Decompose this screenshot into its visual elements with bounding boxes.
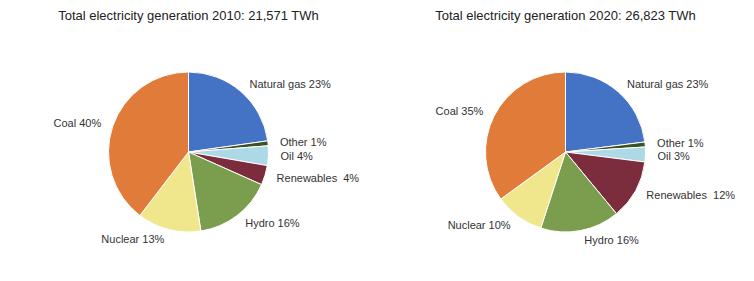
slice-label: Oil 4% bbox=[280, 150, 313, 162]
slice-label: Nuclear 10% bbox=[448, 219, 511, 231]
slice-label: Other 1% bbox=[657, 137, 704, 149]
chart-root: Total electricity generation 2010: 21,57… bbox=[0, 0, 754, 281]
slice-label: Coal 35% bbox=[436, 105, 484, 117]
pie-slice bbox=[109, 72, 189, 216]
slice-label: Hydro 16% bbox=[245, 217, 300, 229]
pie: Natural gas 23% Other 1% Oil 4% Renewables … bbox=[54, 72, 360, 245]
pie: Natural gas 23% Other 1%Oil 3% Renewables … bbox=[436, 72, 736, 246]
slice-label: Renewables 12% bbox=[646, 189, 735, 201]
chart-title: Total electricity generation 2020: 26,82… bbox=[435, 8, 696, 23]
slice-label: Coal 40% bbox=[54, 117, 102, 129]
slice-label: Renewables 4% bbox=[277, 172, 360, 184]
slice-label: Hydro 16% bbox=[584, 234, 639, 246]
pie-panel: Total electricity generation 2010: 21,57… bbox=[54, 8, 360, 245]
slice-label: Natural gas 23% bbox=[627, 78, 709, 90]
chart-title: Total electricity generation 2010: 21,57… bbox=[58, 8, 319, 23]
slice-label: Nuclear 13% bbox=[101, 233, 164, 245]
pie-panel: Total electricity generation 2020: 26,82… bbox=[435, 8, 735, 246]
slice-label: Oil 3% bbox=[657, 150, 690, 162]
pie-slice bbox=[486, 72, 566, 199]
slice-label: Other 1% bbox=[280, 136, 327, 148]
slice-label: Natural gas 23% bbox=[250, 78, 332, 90]
